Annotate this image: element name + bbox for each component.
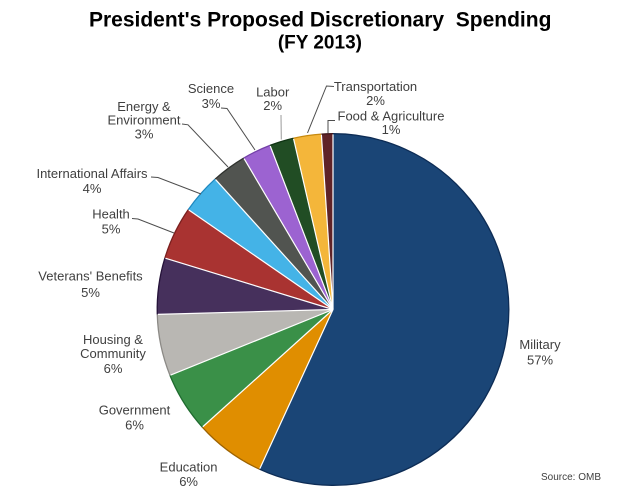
svg-text:Source: OMB: Source: OMB: [541, 472, 601, 483]
svg-text:2%: 2%: [263, 98, 282, 113]
svg-text:Science: Science: [188, 81, 234, 96]
svg-text:Labor: Labor: [256, 85, 290, 100]
svg-text:4%: 4%: [83, 181, 102, 196]
svg-text:3%: 3%: [135, 127, 154, 142]
svg-text:6%: 6%: [179, 474, 198, 489]
svg-text:5%: 5%: [102, 222, 121, 237]
svg-text:6%: 6%: [125, 418, 144, 433]
svg-text:Education: Education: [160, 459, 218, 474]
svg-text:Military: Military: [519, 337, 561, 352]
svg-text:57%: 57%: [527, 353, 553, 368]
svg-text:Food & Agriculture: Food & Agriculture: [338, 109, 445, 124]
svg-text:3%: 3%: [202, 96, 221, 111]
svg-text:Health: Health: [92, 207, 130, 222]
svg-text:2%: 2%: [366, 93, 385, 108]
svg-text:6%: 6%: [104, 361, 123, 376]
svg-text:(FY 2013): (FY 2013): [278, 32, 362, 53]
svg-text:Community: Community: [80, 346, 146, 361]
svg-text:Environment: Environment: [108, 113, 181, 128]
svg-text:President's Proposed Discretio: President's Proposed Discretionary Spend…: [89, 8, 551, 31]
svg-text:1%: 1%: [382, 122, 401, 137]
svg-text:Transportation: Transportation: [334, 79, 417, 94]
svg-text:International Affairs: International Affairs: [36, 166, 148, 181]
svg-text:5%: 5%: [81, 285, 100, 300]
svg-text:Housing &: Housing &: [83, 332, 143, 347]
svg-text:Veterans' Benefits: Veterans' Benefits: [38, 269, 143, 284]
svg-text:Energy &: Energy &: [117, 99, 171, 114]
svg-text:Government: Government: [99, 403, 171, 418]
